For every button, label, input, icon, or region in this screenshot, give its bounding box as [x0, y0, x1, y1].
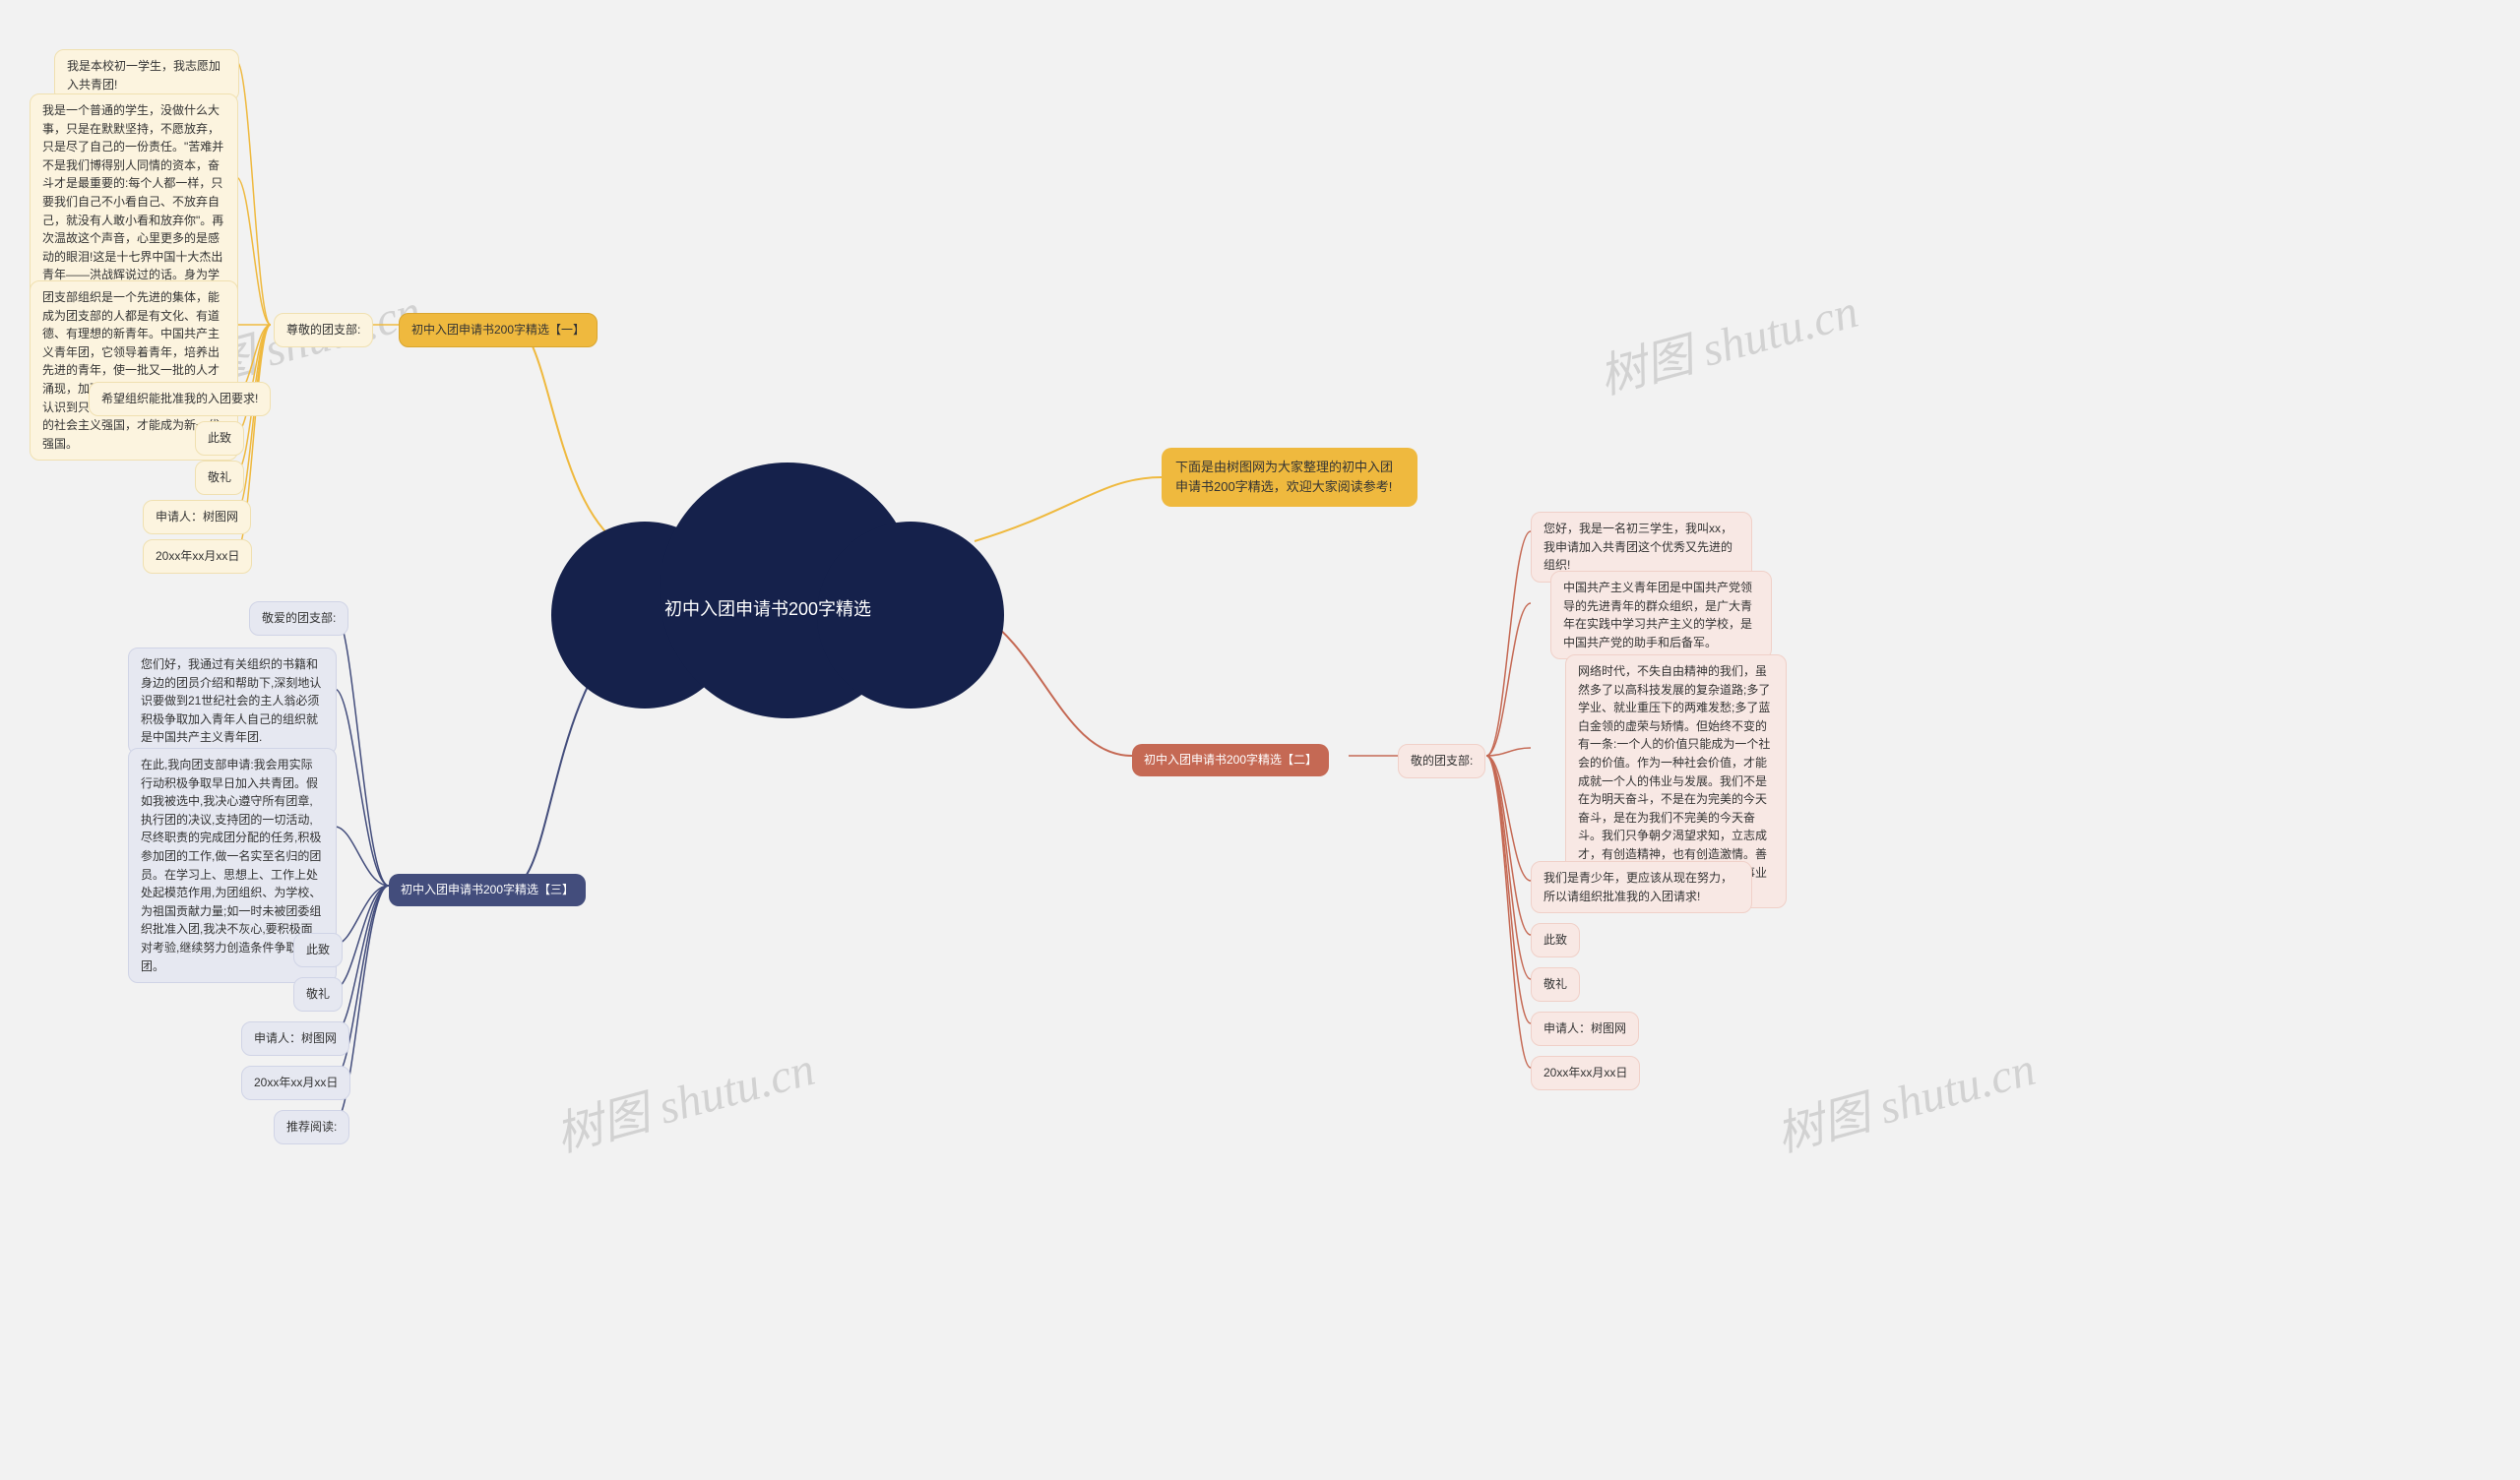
- section3-leaf: 您们好，我通过有关组织的书籍和身边的团员介绍和帮助下,深刻地认识要做到21世纪社…: [128, 648, 337, 755]
- section1-leaf: 此致: [195, 421, 244, 456]
- section3-leaf: 敬礼: [293, 977, 343, 1012]
- watermark: 树图 shutu.cn: [1768, 1029, 2042, 1164]
- section3-leaf: 推荐阅读:: [274, 1110, 349, 1144]
- intro-node: 下面是由树图网为大家整理的初中入团申请书200字精选，欢迎大家阅读参考!: [1162, 448, 1418, 507]
- center-label: 初中入团申请书200字精选: [551, 595, 984, 624]
- section2-leaf: 中国共产主义青年团是中国共产党领导的先进青年的群众组织，是广大青年在实践中学习共…: [1550, 571, 1772, 659]
- connectors: [0, 0, 2520, 1480]
- section3-leaf: 此致: [293, 933, 343, 967]
- section3-greeting: 敬爱的团支部:: [249, 601, 348, 636]
- section3-heading: 初中入团申请书200字精选【三】: [389, 874, 586, 906]
- center-node: 初中入团申请书200字精选: [551, 462, 984, 718]
- section1-leaf: 20xx年xx月xx日: [143, 539, 252, 574]
- section2-heading: 初中入团申请书200字精选【二】: [1132, 744, 1329, 776]
- section2-leaf: 敬礼: [1531, 967, 1580, 1002]
- section2-greeting: 敬的团支部:: [1398, 744, 1485, 778]
- section1-heading: 初中入团申请书200字精选【一】: [399, 313, 598, 347]
- section1-greeting: 尊敬的团支部:: [274, 313, 373, 347]
- section1-leaf: 敬礼: [195, 461, 244, 495]
- section2-leaf: 20xx年xx月xx日: [1531, 1056, 1640, 1090]
- section2-leaf: 申请人：树图网: [1531, 1012, 1639, 1046]
- section2-leaf: 我们是青少年，更应该从现在努力，所以请组织批准我的入团请求!: [1531, 861, 1752, 913]
- section1-leaf: 申请人：树图网: [143, 500, 251, 534]
- watermark: 树图 shutu.cn: [547, 1029, 821, 1164]
- section3-leaf: 申请人：树图网: [241, 1021, 349, 1056]
- section3-leaf: 20xx年xx月xx日: [241, 1066, 350, 1100]
- watermark: 树图 shutu.cn: [1591, 272, 1864, 406]
- section2-leaf: 此致: [1531, 923, 1580, 957]
- section1-leaf: 希望组织能批准我的入团要求!: [89, 382, 271, 416]
